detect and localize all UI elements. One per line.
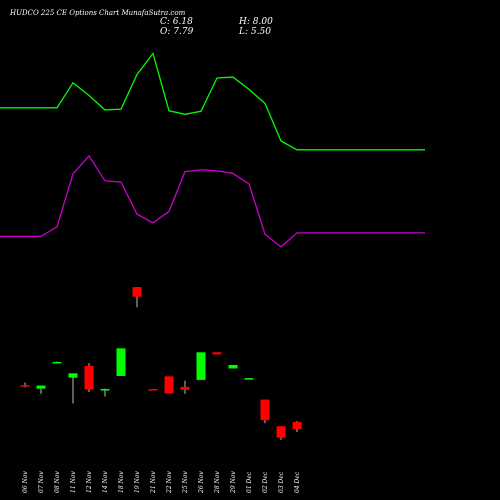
high-label: H: xyxy=(239,17,250,27)
candle-body xyxy=(148,389,158,391)
x-tick-label: 18 Nov xyxy=(118,471,125,493)
candle-2 xyxy=(52,361,62,364)
x-tick-label: 02 Dec xyxy=(262,471,269,493)
ohlc-high: H: 8.00 xyxy=(239,17,273,27)
candle-body xyxy=(292,421,302,429)
x-tick-label: 19 Nov xyxy=(134,471,141,493)
candle-11 xyxy=(196,352,206,380)
close-value: 6.18 xyxy=(172,17,193,27)
candle-4 xyxy=(84,363,94,393)
candle-6 xyxy=(116,348,126,376)
ohlc-low: L: 5.50 xyxy=(239,27,271,37)
candle-body xyxy=(244,378,254,380)
candle-16 xyxy=(276,426,286,440)
candle-body xyxy=(84,365,94,390)
candle-body xyxy=(68,373,78,378)
low-label: L: xyxy=(239,27,249,37)
open-label: O: xyxy=(160,27,171,37)
close-label: C: xyxy=(160,17,170,27)
candle-5 xyxy=(100,388,110,397)
candle-body xyxy=(164,376,174,394)
candle-3 xyxy=(68,373,78,404)
candle-7 xyxy=(132,287,142,308)
x-tick-label: 22 Nov xyxy=(166,471,173,494)
candle-body xyxy=(36,385,46,389)
candle-body xyxy=(228,365,238,369)
candle-17 xyxy=(292,421,302,432)
x-tick-label: 06 Nov xyxy=(22,471,29,493)
high-value: 8.00 xyxy=(252,17,273,27)
candle-body xyxy=(180,386,190,390)
x-tick-label: 11 Nov xyxy=(70,471,77,493)
x-tick-label: 12 Nov xyxy=(86,471,93,493)
candle-body xyxy=(52,361,62,364)
candle-1 xyxy=(36,385,46,394)
x-tick-label: 07 Nov xyxy=(38,471,45,493)
ohlc-open: O: 7.79 xyxy=(160,27,193,37)
candle-13 xyxy=(228,365,238,369)
x-tick-label: 28 Nov xyxy=(214,471,221,494)
candle-body xyxy=(196,352,206,380)
x-tick-label: 25 Nov xyxy=(182,471,189,494)
candle-8 xyxy=(148,389,158,391)
candle-14 xyxy=(244,378,254,380)
x-tick-label: 04 Dec xyxy=(294,471,301,493)
candle-body xyxy=(100,389,110,391)
open-value: 7.79 xyxy=(173,27,194,37)
x-tick-label: 01 Dec xyxy=(246,471,253,493)
upper-indicator-line xyxy=(0,52,425,151)
candle-body xyxy=(20,385,30,387)
candle-12 xyxy=(212,352,222,355)
x-tick-label: 21 Nov xyxy=(150,471,157,494)
x-tick-label: 03 Dec xyxy=(278,471,285,493)
ohlc-close: C: 6.18 xyxy=(160,17,193,27)
candle-body xyxy=(212,352,222,355)
low-value: 5.50 xyxy=(250,27,271,37)
candle-9 xyxy=(164,376,174,394)
lower-indicator-line xyxy=(0,154,425,248)
candle-body xyxy=(276,426,286,438)
candle-body xyxy=(132,287,142,297)
candle-body xyxy=(260,399,270,421)
x-tick-label: 26 Nov xyxy=(198,471,205,494)
x-tick-label: 29 Nov xyxy=(230,471,237,494)
chart-title: HUDCO 225 CE Options Chart MunafaSutra.c… xyxy=(10,9,186,17)
candle-15 xyxy=(260,399,270,424)
x-tick-label: 14 Nov xyxy=(102,471,109,493)
candle-0 xyxy=(20,382,30,388)
candle-body xyxy=(116,348,126,376)
x-tick-label: 08 Nov xyxy=(54,471,61,493)
candle-10 xyxy=(180,380,190,394)
